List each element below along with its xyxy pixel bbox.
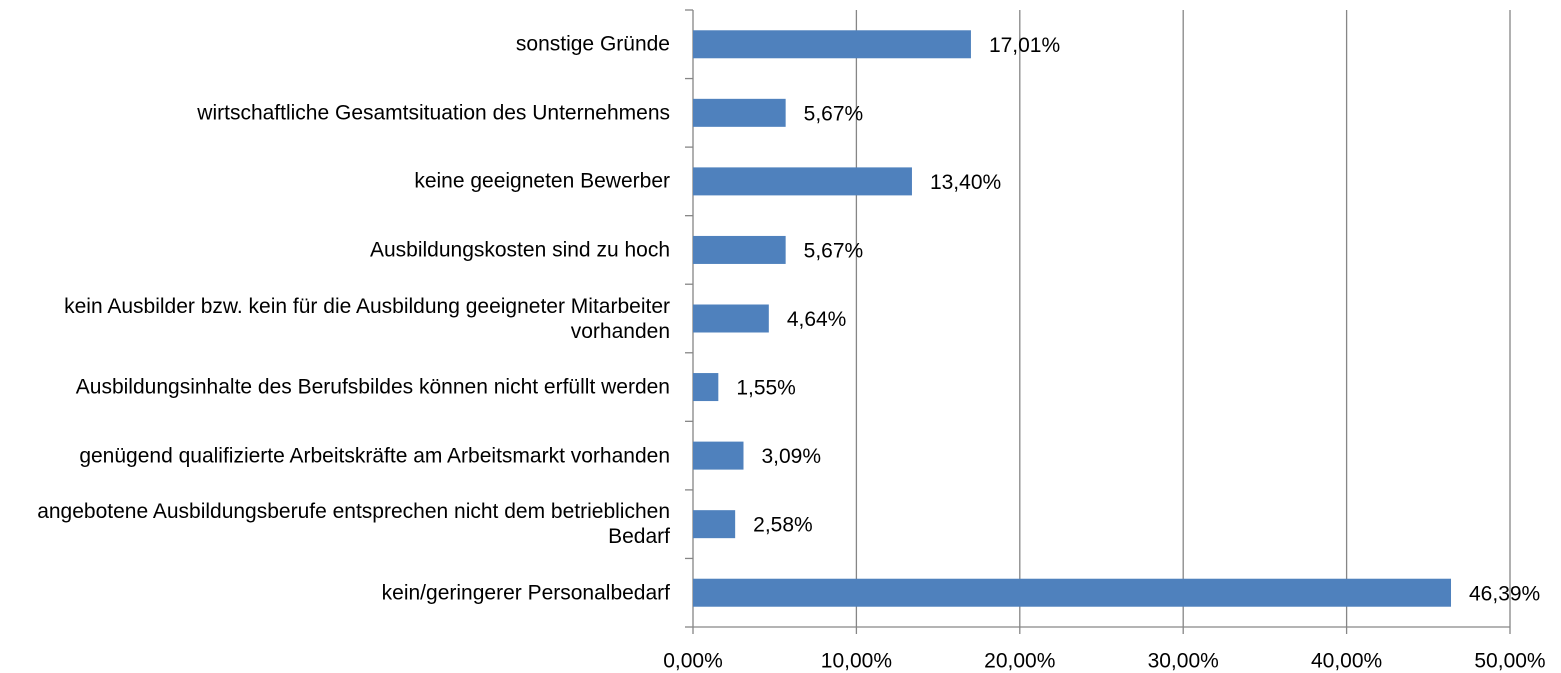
bar [693, 304, 769, 333]
value-label: 4,64% [787, 308, 847, 331]
value-label: 5,67% [804, 102, 864, 125]
category-label: kein Ausbilder bzw. kein für die Ausbild… [64, 294, 670, 343]
value-label: 3,09% [761, 445, 821, 468]
category-label: Ausbildungsinhalte des Berufsbildes könn… [75, 375, 670, 399]
category-label: angebotene Ausbildungsberufe entsprechen… [37, 500, 670, 549]
bar [693, 441, 744, 470]
bar [693, 373, 719, 402]
bar [693, 510, 736, 539]
value-label: 46,39% [1469, 582, 1540, 605]
value-label: 1,55% [736, 377, 796, 400]
category-label: keine geeigneten Bewerber [414, 169, 670, 193]
bar [693, 167, 912, 196]
bar [693, 235, 786, 264]
category-label: kein/geringerer Personalbedarf [381, 581, 670, 605]
category-label: Ausbildungskosten sind zu hoch [369, 238, 670, 262]
category-label: wirtschaftliche Gesamtsituation des Unte… [197, 101, 670, 125]
bar [693, 98, 786, 127]
category-label: genügend qualifizierte Arbeitskräfte am … [79, 444, 670, 468]
x-tick-label: 20,00% [984, 650, 1055, 673]
x-tick-label: 50,00% [1474, 650, 1545, 673]
category-label: sonstige Gründe [515, 32, 670, 56]
x-tick-label: 10,00% [821, 650, 892, 673]
x-tick-label: 0,00% [663, 650, 723, 673]
x-tick-label: 40,00% [1311, 650, 1382, 673]
bar [693, 578, 1452, 607]
x-tick-label: 30,00% [1148, 650, 1219, 673]
value-label: 5,67% [804, 239, 864, 262]
bar [693, 30, 971, 59]
value-label: 13,40% [930, 171, 1001, 194]
value-label: 2,58% [753, 514, 813, 537]
value-label: 17,01% [989, 34, 1060, 57]
